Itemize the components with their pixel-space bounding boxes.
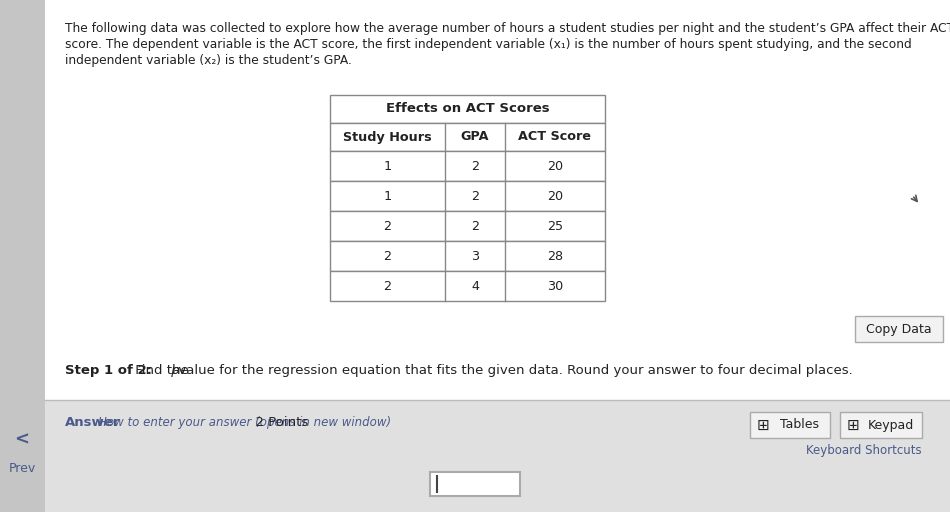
Bar [750, 412, 830, 438]
Text: Step 1 of 2:: Step 1 of 2: [65, 364, 152, 377]
Text: 25: 25 [547, 220, 563, 232]
Text: 1: 1 [384, 160, 391, 173]
Text: Effects on ACT Scores: Effects on ACT Scores [386, 102, 549, 116]
Text: 2 Points: 2 Points [247, 416, 309, 429]
Text: ⊞: ⊞ [756, 417, 770, 433]
Text: Study Hours: Study Hours [343, 131, 432, 143]
Text: 2: 2 [471, 189, 479, 203]
Text: -value for the regression equation that fits the given data. Round your answer t: -value for the regression equation that … [174, 364, 853, 377]
Text: Answer: Answer [65, 416, 121, 429]
Text: 30: 30 [547, 280, 563, 292]
Bar [330, 271, 605, 301]
Bar [855, 316, 943, 342]
Text: p: p [167, 364, 180, 377]
Bar [330, 123, 605, 151]
Text: 2: 2 [384, 280, 391, 292]
Text: Keypad: Keypad [868, 418, 914, 432]
Text: <: < [14, 431, 29, 449]
Text: 1: 1 [384, 189, 391, 203]
Bar [430, 472, 520, 496]
Text: 2: 2 [384, 220, 391, 232]
Text: GPA: GPA [461, 131, 489, 143]
Bar [330, 95, 605, 123]
Text: 2: 2 [471, 160, 479, 173]
Text: Step 1 of 2: Find the: Step 1 of 2: Find the [65, 364, 204, 377]
Bar [0, 0, 45, 512]
Bar [45, 0, 950, 400]
Text: Tables: Tables [781, 418, 820, 432]
Bar [330, 151, 605, 181]
Text: independent variable (x₂) is the student’s GPA.: independent variable (x₂) is the student… [65, 54, 352, 67]
Bar [45, 400, 950, 512]
Text: 2: 2 [384, 249, 391, 263]
Bar [330, 241, 605, 271]
Text: 28: 28 [547, 249, 563, 263]
Text: score. The dependent variable is the ACT score, the first independent variable (: score. The dependent variable is the ACT… [65, 38, 912, 51]
Bar [330, 181, 605, 211]
Text: How to enter your answer (opens in new window): How to enter your answer (opens in new w… [98, 416, 391, 429]
Text: Keyboard Shortcuts: Keyboard Shortcuts [807, 444, 922, 457]
Text: The following data was collected to explore how the average number of hours a st: The following data was collected to expl… [65, 22, 950, 35]
Text: 2: 2 [471, 220, 479, 232]
Text: 4: 4 [471, 280, 479, 292]
Text: ⊞: ⊞ [846, 417, 860, 433]
Text: 20: 20 [547, 160, 563, 173]
Text: ACT Score: ACT Score [519, 131, 592, 143]
Text: 20: 20 [547, 189, 563, 203]
Text: Copy Data: Copy Data [866, 323, 932, 335]
Text: Prev: Prev [9, 462, 36, 475]
Text: Find the: Find the [131, 364, 193, 377]
Bar [330, 211, 605, 241]
Bar [840, 412, 922, 438]
Text: 3: 3 [471, 249, 479, 263]
